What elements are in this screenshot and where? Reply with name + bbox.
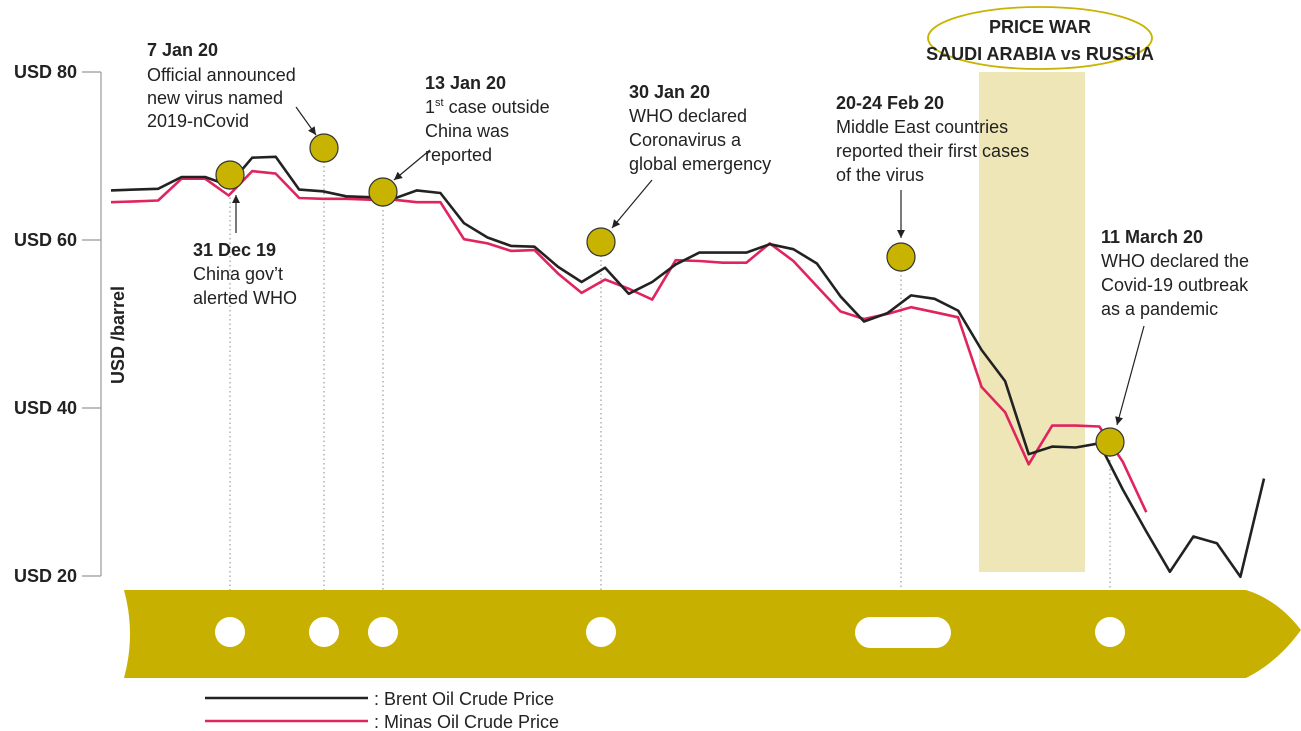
annotation-text: Middle East countries — [836, 117, 1008, 137]
y-tick-label: USD 40 — [14, 398, 77, 418]
timeline-hole — [368, 617, 398, 647]
event-marker — [309, 133, 339, 163]
series-line-minas — [110, 169, 1148, 513]
legend-label-minas: : Minas Oil Crude Price — [374, 712, 559, 731]
timeline-hole-range — [855, 617, 951, 648]
pointer-arrowhead — [612, 219, 621, 228]
annotation-date: 31 Dec 19 — [193, 240, 276, 260]
y-tick-label: USD 60 — [14, 230, 77, 250]
annotation-31-dec: 31 Dec 19 China gov’t alerted WHO — [193, 240, 297, 308]
y-axis-label: USD /barrel — [108, 286, 128, 384]
annotation-text-superscript: st — [435, 97, 444, 109]
annotation-7-jan: 7 Jan 20 Official announced new virus na… — [147, 40, 296, 131]
y-axis: USD 80 USD 60 USD 40 USD 20 — [14, 62, 102, 586]
pointer-arrowhead — [232, 195, 240, 203]
price-war-subtitle: SAUDI ARABIA vs RUSSIA — [926, 44, 1154, 64]
pointer-arrowhead — [394, 171, 403, 180]
event-marker — [368, 177, 398, 207]
annotation-11-march: 11 March 20 WHO declared the Covid-19 ou… — [1101, 227, 1249, 319]
price-war-title: PRICE WAR — [989, 17, 1091, 37]
annotation-text: alerted WHO — [193, 288, 297, 308]
annotation-date: 7 Jan 20 — [147, 40, 218, 60]
pointer-line — [611, 179, 653, 229]
annotation-text: China was — [425, 121, 509, 141]
legend: : Brent Oil Crude Price : Minas Oil Crud… — [205, 689, 559, 731]
annotation-text-ordinal: 1 — [425, 97, 435, 117]
annotation-text: new virus named — [147, 88, 283, 108]
annotation-date: 20-24 Feb 20 — [836, 93, 944, 113]
pointer-line — [1116, 325, 1145, 426]
annotation-30-jan: 30 Jan 20 WHO declared Coronavirus a glo… — [629, 82, 771, 174]
annotation-20-24-feb: 20-24 Feb 20 Middle East countries repor… — [836, 93, 1029, 185]
annotation-text: Covid-19 outbreak — [1101, 275, 1249, 295]
event-marker — [586, 227, 616, 257]
annotation-text: reported their first cases — [836, 141, 1029, 161]
event-marker — [215, 160, 245, 190]
annotations: 7 Jan 20 Official announced new virus na… — [147, 40, 1249, 319]
annotation-text: global emergency — [629, 154, 771, 174]
annotation-text: WHO declared the — [1101, 251, 1249, 271]
annotation-date: 30 Jan 20 — [629, 82, 710, 102]
pointer-arrowhead — [1115, 416, 1123, 425]
pointer-arrowhead — [308, 126, 316, 135]
series-lines — [110, 155, 1266, 579]
annotation-text: WHO declared — [629, 106, 747, 126]
y-tick-label: USD 80 — [14, 62, 77, 82]
annotation-text: Coronavirus a — [629, 130, 742, 150]
price-war-highlight — [979, 72, 1085, 572]
annotation-text: as a pandemic — [1101, 299, 1218, 319]
timeline-hole — [215, 617, 245, 647]
series-line-brent — [110, 155, 1266, 579]
event-marker — [1095, 427, 1125, 457]
price-war-ellipse — [927, 6, 1153, 70]
annotation-date: 11 March 20 — [1101, 227, 1203, 247]
annotation-text: Official announced — [147, 65, 296, 85]
timeline-hole — [309, 617, 339, 647]
timeline-holes — [215, 617, 1125, 648]
annotation-13-jan: 13 Jan 20 1st case outside China was rep… — [425, 73, 550, 165]
connector-lines — [229, 148, 1111, 630]
y-tick-label: USD 20 — [14, 566, 77, 586]
annotation-pointers — [232, 106, 1145, 426]
annotation-text: reported — [425, 145, 492, 165]
event-marker — [886, 242, 916, 272]
event-markers — [215, 133, 1125, 457]
pointer-arrowhead — [897, 230, 905, 238]
annotation-text: China gov’t — [193, 264, 283, 284]
timeline-band — [124, 590, 1301, 678]
annotation-text: of the virus — [836, 165, 924, 185]
timeline-hole — [1095, 617, 1125, 647]
annotation-text: 2019-nCovid — [147, 111, 249, 131]
annotation-text-rest: case outside — [444, 97, 550, 117]
annotation-text: 1st case outside — [425, 97, 550, 117]
annotation-date: 13 Jan 20 — [425, 73, 506, 93]
legend-label-brent: : Brent Oil Crude Price — [374, 689, 554, 709]
timeline-hole — [586, 617, 616, 647]
